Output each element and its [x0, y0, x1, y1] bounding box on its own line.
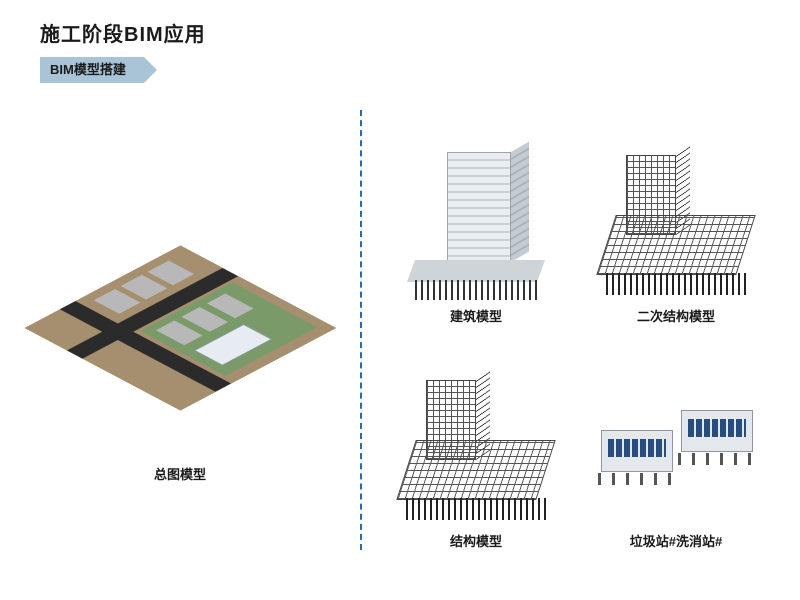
secondary-model-label: 二次结构模型 — [637, 306, 715, 325]
site-plan-illustration — [50, 198, 310, 458]
model-cell-structure: 结构模型 — [382, 333, 570, 550]
structure-model-thumb — [391, 365, 561, 525]
model-cell-arch: 建筑模型 — [382, 108, 570, 325]
page-title: 施工阶段BIM应用 — [40, 18, 206, 47]
model-cell-secondary: 二次结构模型 — [582, 108, 770, 325]
left-panel: 总图模型 — [0, 100, 360, 580]
structure-model-label: 结构模型 — [450, 531, 502, 550]
badge-arrow-icon — [144, 57, 157, 83]
section-badge: BIM模型搭建 — [40, 57, 144, 83]
secondary-model-thumb — [591, 140, 761, 300]
model-cell-aux: 垃圾站#洗消站# — [582, 333, 770, 550]
arch-model-thumb — [391, 140, 561, 300]
site-plan-thumb — [40, 198, 320, 458]
aux-model-thumb — [591, 365, 761, 525]
aux-model-label: 垃圾站#洗消站# — [630, 531, 722, 550]
site-plan-label: 总图模型 — [154, 464, 206, 483]
header: 施工阶段BIM应用 BIM模型搭建 — [40, 18, 206, 83]
content-area: 总图模型 建筑模型 — [0, 100, 800, 580]
arch-model-label: 建筑模型 — [450, 306, 502, 325]
badge-label: BIM模型搭建 — [40, 57, 144, 83]
right-panel: 建筑模型 二次结构模型 结构 — [362, 100, 800, 580]
